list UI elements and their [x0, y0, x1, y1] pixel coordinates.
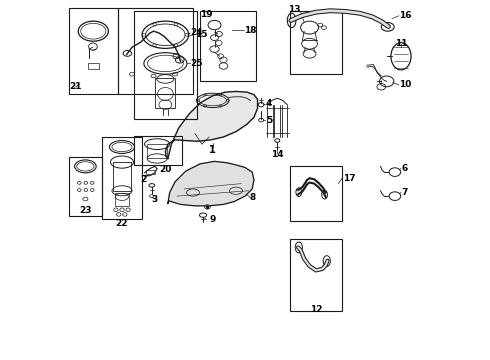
Text: 16: 16	[399, 11, 412, 20]
Text: 3: 3	[151, 195, 158, 204]
Bar	[155, 78, 175, 108]
Bar	[115, 193, 129, 206]
Text: 12: 12	[311, 305, 323, 314]
Bar	[147, 144, 167, 158]
Text: 13: 13	[288, 5, 301, 14]
Bar	[290, 166, 342, 221]
Text: 17: 17	[343, 174, 355, 183]
Text: 10: 10	[399, 81, 412, 90]
Text: 5: 5	[266, 116, 272, 125]
Text: 24: 24	[191, 28, 203, 37]
Bar	[290, 239, 342, 311]
Text: 11: 11	[395, 39, 407, 48]
Bar	[118, 8, 193, 94]
Text: 7: 7	[401, 188, 408, 197]
Text: 20: 20	[159, 166, 171, 175]
Bar	[134, 12, 196, 119]
Text: 2: 2	[140, 175, 147, 184]
Text: 21: 21	[69, 82, 82, 91]
Bar	[200, 12, 256, 81]
Text: 15: 15	[195, 30, 207, 39]
Text: 25: 25	[191, 59, 203, 68]
Polygon shape	[166, 91, 258, 158]
Text: 19: 19	[200, 10, 213, 19]
Text: 1: 1	[209, 144, 216, 154]
Text: 18: 18	[245, 26, 257, 35]
Text: 8: 8	[250, 193, 256, 202]
Bar	[69, 8, 118, 94]
Text: 4: 4	[266, 99, 272, 108]
Bar	[147, 170, 155, 174]
Bar	[134, 136, 182, 165]
Text: 6: 6	[401, 164, 408, 173]
Polygon shape	[168, 161, 254, 206]
Bar	[69, 157, 101, 216]
Bar	[290, 12, 342, 74]
Bar	[113, 162, 131, 191]
Text: 9: 9	[209, 215, 216, 224]
Bar	[102, 137, 142, 220]
Text: 14: 14	[271, 150, 284, 159]
Text: 22: 22	[116, 219, 128, 228]
Bar	[88, 63, 98, 69]
Text: 23: 23	[79, 206, 92, 215]
